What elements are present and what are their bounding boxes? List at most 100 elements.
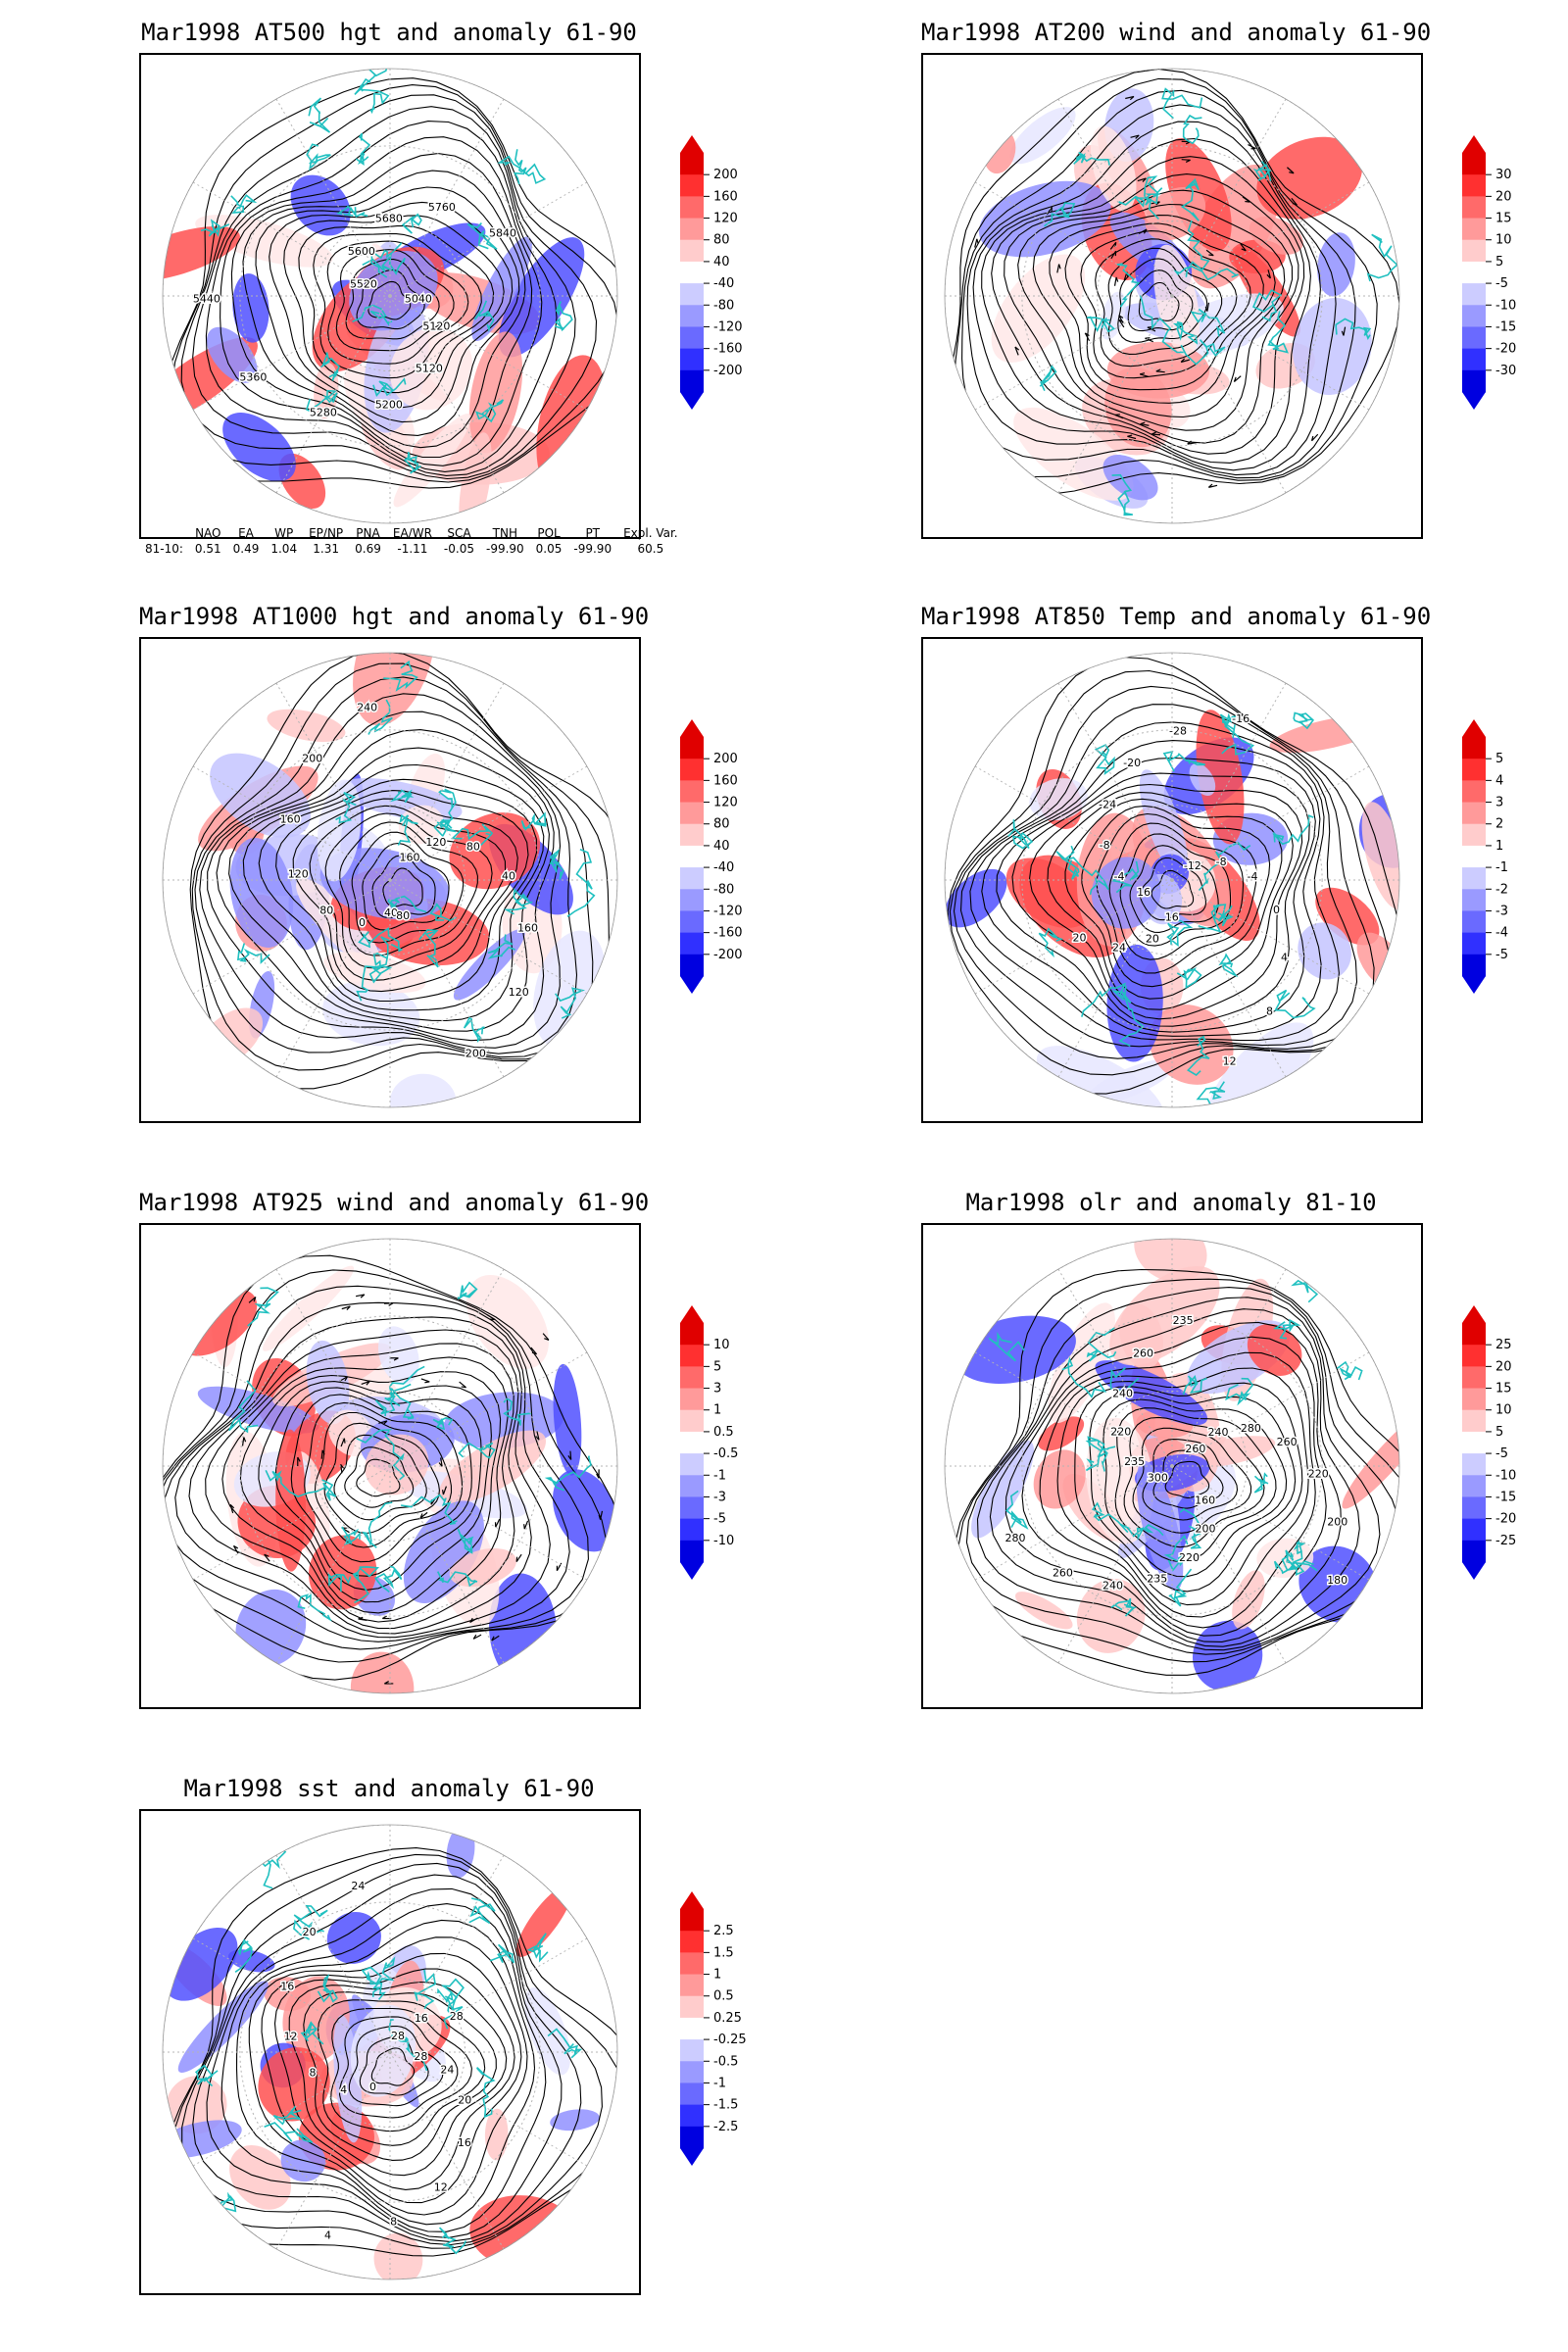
wind-arrow (232, 1544, 239, 1554)
contour-label: 235 (1124, 1455, 1145, 1468)
contour-line (1108, 822, 1245, 960)
wind-arrow (358, 1616, 368, 1621)
meridian-line (275, 98, 391, 297)
positive-anomaly-shading (515, 1884, 573, 1957)
coastline (321, 1479, 337, 1501)
contour-label: 24 (351, 1880, 365, 1892)
wind-arrow (389, 1357, 399, 1361)
colorbar-swatch (1462, 1366, 1486, 1390)
colorbar-bottom-arrow (680, 976, 704, 994)
colorbar-swatch (1462, 348, 1486, 371)
wind-arrow (1181, 159, 1191, 163)
meridian-line (974, 879, 1173, 995)
coastline (1143, 175, 1159, 220)
contour-line (163, 1269, 608, 1663)
colorbar-swatch (680, 1431, 704, 1454)
colorbar-swatch (680, 2061, 704, 2083)
coastline (1118, 187, 1163, 208)
coastline (1285, 1549, 1314, 1577)
negative-anomaly-shading (1293, 298, 1372, 395)
meridian-line (974, 1351, 1173, 1467)
latitude-circle (239, 729, 541, 1031)
meridian-line (192, 2051, 391, 2167)
colorbar-label: 80 (713, 817, 730, 832)
meridian-line (1171, 1351, 1370, 1467)
contour-label: 260 (1133, 1348, 1153, 1360)
coastline (236, 943, 270, 964)
contour-label: 160 (400, 852, 420, 864)
coastline (1190, 308, 1226, 337)
colorbar-top-arrow (680, 1891, 704, 1909)
wind-arrow (1187, 440, 1197, 445)
coastline (390, 789, 415, 804)
negative-anomaly-shading (1036, 1046, 1165, 1107)
colorbar-swatch (680, 1323, 704, 1346)
teleconnection-index-table: NAO EA WP EP/NP PNA EA/WR SCA TNH POL PT… (139, 525, 884, 557)
colorbar-label: -5 (1495, 948, 1508, 962)
index-header: SCA (447, 526, 471, 540)
colorbar-label: 3 (713, 1382, 721, 1396)
contour-line (194, 676, 594, 1058)
colorbar-swatch (680, 1453, 704, 1476)
coastline (361, 1966, 386, 2000)
meridian-line (1171, 879, 1287, 1078)
colorbar-label: 160 (713, 189, 738, 204)
coastline (437, 788, 457, 829)
contour-line (171, 84, 617, 483)
positive-anomaly-shading (1015, 1592, 1073, 1630)
wind-arrow (567, 1450, 572, 1460)
contour-line (1081, 805, 1271, 988)
coastline (1168, 1568, 1193, 1607)
positive-anomaly-shading (166, 2076, 227, 2134)
meridian-line (1171, 1268, 1287, 1467)
coastline (429, 903, 457, 922)
contour-line (326, 240, 469, 365)
colorbar-swatch (1462, 1431, 1486, 1454)
positive-anomaly-shading (353, 653, 435, 726)
negative-anomaly-shading (1106, 944, 1163, 1062)
meridian-line (192, 1351, 391, 1467)
contour-line (189, 653, 617, 1090)
index-value: -0.05 (443, 542, 474, 556)
contour-line (313, 232, 482, 379)
contour-line (174, 1316, 551, 1639)
map-content: 28 24 20 16 12 8 4 0 4 8 12 16 20 24 28 16 28 (163, 1825, 617, 2279)
contour-line (362, 842, 450, 931)
map-content: 5040 5120 5120 5200 5280 5360 5440 5520 5600 5680… (163, 69, 617, 523)
contour-label: 4 (340, 2083, 347, 2096)
contour-label: 5840 (489, 226, 516, 239)
contour-line (199, 693, 578, 1054)
negative-anomaly-shading (1102, 454, 1158, 501)
coastline (1221, 715, 1255, 756)
coastline (457, 1528, 474, 1554)
contour-line (991, 156, 1305, 455)
colorbar-label: -5 (1495, 1446, 1508, 1461)
contour-line (356, 269, 425, 330)
coastline (336, 205, 368, 218)
positive-anomaly-shading (163, 226, 240, 281)
map-boundary (944, 1238, 1400, 1694)
colorbar-swatch (680, 305, 704, 327)
colorbar-swatch (1462, 305, 1486, 327)
coastline (1293, 711, 1314, 730)
contour-label: 5120 (416, 362, 443, 374)
contour-line (255, 186, 520, 436)
wind-arrow (1140, 421, 1150, 426)
colorbar-label: 1 (713, 1968, 721, 1983)
contour-label: 160 (280, 813, 301, 826)
meridian-line (275, 879, 391, 1078)
contour-line (181, 1862, 603, 2246)
colorbar-swatch (1462, 1475, 1486, 1497)
contour-line (292, 798, 518, 993)
colorbar-swatch (680, 2082, 704, 2106)
colorbar-bottom-arrow (680, 1562, 704, 1580)
polar-map: 5040 5120 5120 5200 5280 5360 5440 5520 5600 5680… (139, 53, 641, 539)
colorbar-label: -160 (713, 926, 743, 941)
coastline (230, 194, 258, 214)
contour-line (180, 94, 598, 480)
colorbar-label: -0.5 (713, 2054, 738, 2069)
contour-line (220, 136, 543, 466)
coastline (526, 1933, 549, 1963)
coastline (374, 1383, 412, 1417)
contour-line (1017, 189, 1294, 431)
